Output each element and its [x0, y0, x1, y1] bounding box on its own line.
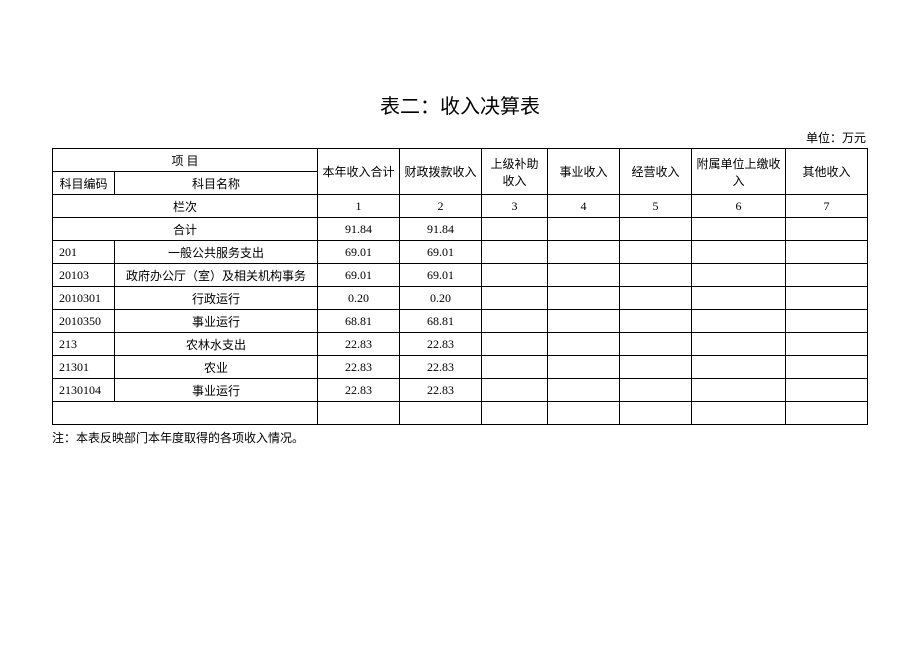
- table-body: 栏次 1 2 3 4 5 6 7 合计 91.84 91.84: [53, 195, 868, 425]
- header-name: 科目名称: [115, 172, 318, 195]
- col-index-2: 2: [400, 195, 482, 218]
- header-fiscal: 财政拨款收入: [400, 149, 482, 195]
- total-operate: [620, 218, 692, 241]
- col-index-label: 栏次: [53, 195, 318, 218]
- table-row: 20103 政府办公厅（室）及相关机构事务 69.01 69.01: [53, 264, 868, 287]
- cell-total: 22.83: [318, 379, 400, 402]
- header-affiliate: 附属单位上缴收入: [692, 149, 786, 195]
- cell-name: 农业: [115, 356, 318, 379]
- cell-code: 213: [53, 333, 115, 356]
- unit-label: 单位：万元: [52, 129, 868, 146]
- table-row: 213 农林水支出 22.83 22.83: [53, 333, 868, 356]
- cell-total: 22.83: [318, 356, 400, 379]
- cell-name: 事业运行: [115, 379, 318, 402]
- header-operate: 经营收入: [620, 149, 692, 195]
- col-index-1: 1: [318, 195, 400, 218]
- cell-total: 69.01: [318, 264, 400, 287]
- header-project: 项 目: [53, 149, 318, 172]
- total-total: 91.84: [318, 218, 400, 241]
- cell-code: 2010301: [53, 287, 115, 310]
- cell-code: 2010350: [53, 310, 115, 333]
- cell-total: 22.83: [318, 333, 400, 356]
- cell-name: 农林水支出: [115, 333, 318, 356]
- table-row: 21301 农业 22.83 22.83: [53, 356, 868, 379]
- cell-code: 201: [53, 241, 115, 264]
- col-index-row: 栏次 1 2 3 4 5 6 7: [53, 195, 868, 218]
- total-fiscal: 91.84: [400, 218, 482, 241]
- cell-total: 68.81: [318, 310, 400, 333]
- cell-fiscal: 22.83: [400, 356, 482, 379]
- footnote: 注：本表反映部门本年度取得的各项收入情况。: [52, 429, 868, 446]
- total-row: 合计 91.84 91.84: [53, 218, 868, 241]
- empty-row: [53, 402, 868, 425]
- col-index-7: 7: [786, 195, 868, 218]
- cell-code: 2130104: [53, 379, 115, 402]
- total-other: [786, 218, 868, 241]
- cell-total: 0.20: [318, 287, 400, 310]
- cell-name: 行政运行: [115, 287, 318, 310]
- total-upper: [482, 218, 548, 241]
- table-row: 2130104 事业运行 22.83 22.83: [53, 379, 868, 402]
- total-career: [548, 218, 620, 241]
- total-affiliate: [692, 218, 786, 241]
- table-row: 2010301 行政运行 0.20 0.20: [53, 287, 868, 310]
- page-title: 表二：收入决算表: [52, 90, 868, 119]
- cell-code: 21301: [53, 356, 115, 379]
- cell-name: 政府办公厅（室）及相关机构事务: [115, 264, 318, 287]
- header-career: 事业收入: [548, 149, 620, 195]
- cell-fiscal: 0.20: [400, 287, 482, 310]
- col-index-5: 5: [620, 195, 692, 218]
- cell-total: 69.01: [318, 241, 400, 264]
- cell-fiscal: 22.83: [400, 379, 482, 402]
- header-code: 科目编码: [53, 172, 115, 195]
- cell-fiscal: 22.83: [400, 333, 482, 356]
- header-upper: 上级补助收入: [482, 149, 548, 195]
- cell-name: 一般公共服务支出: [115, 241, 318, 264]
- income-table: 项 目 本年收入合计 财政拨款收入 上级补助收入 事业收入 经营收入 附属单位上…: [52, 148, 868, 425]
- cell-fiscal: 69.01: [400, 241, 482, 264]
- total-label: 合计: [53, 218, 318, 241]
- cell-fiscal: 69.01: [400, 264, 482, 287]
- col-index-3: 3: [482, 195, 548, 218]
- col-index-4: 4: [548, 195, 620, 218]
- col-index-6: 6: [692, 195, 786, 218]
- header-other: 其他收入: [786, 149, 868, 195]
- table-row: 201 一般公共服务支出 69.01 69.01: [53, 241, 868, 264]
- cell-fiscal: 68.81: [400, 310, 482, 333]
- cell-code: 20103: [53, 264, 115, 287]
- header-total: 本年收入合计: [318, 149, 400, 195]
- table-row: 2010350 事业运行 68.81 68.81: [53, 310, 868, 333]
- cell-name: 事业运行: [115, 310, 318, 333]
